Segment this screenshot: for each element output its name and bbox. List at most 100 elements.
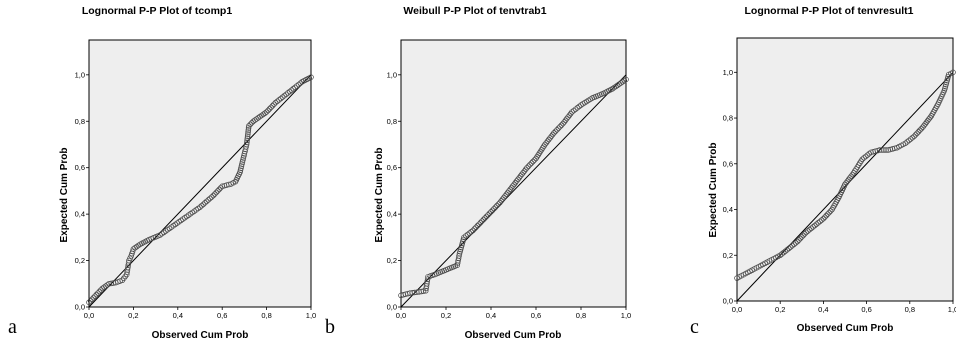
data-point [213, 189, 220, 196]
data-point [285, 90, 291, 96]
data-point [522, 166, 529, 173]
data-point [207, 195, 213, 202]
panel-b-plot-area [400, 39, 627, 308]
x-tick-label: 0,6 [861, 305, 871, 314]
x-tick-label: 0,4 [173, 311, 183, 320]
data-point [525, 163, 532, 169]
data-point [249, 120, 255, 126]
y-tick-label: 1,0 [387, 70, 397, 79]
data-point [279, 94, 286, 100]
data-point [237, 167, 244, 174]
data-point [878, 147, 885, 153]
data-point [89, 296, 95, 303]
panel-b-points [398, 76, 629, 299]
data-point [812, 222, 818, 229]
data-point [86, 299, 92, 306]
data-point [623, 76, 629, 83]
y-tick-label: 1,0 [75, 70, 85, 79]
data-point [461, 234, 467, 241]
data-point [902, 140, 909, 146]
data-point [464, 231, 471, 238]
data-point [240, 155, 247, 161]
data-point [245, 129, 251, 135]
data-point [817, 218, 823, 225]
y-tick-label: 0,6 [723, 159, 733, 168]
panel-b: Weibull P-P Plot of tenvtrab1 Observed C… [325, 5, 631, 341]
data-point [803, 229, 809, 236]
x-tick-label: 0,6 [531, 311, 541, 320]
panel-b-ylabel: Expected Cum Prob [374, 147, 385, 242]
data-point [791, 241, 797, 248]
x-tick-label: 1,0 [948, 305, 956, 314]
data-point [263, 109, 270, 115]
data-point [473, 224, 479, 231]
panel-c: Lognormal P-P Plot of tenvresult1 Observ… [690, 5, 956, 338]
data-point [549, 131, 556, 138]
data-point [245, 131, 251, 137]
data-point [805, 228, 811, 234]
data-point [820, 215, 827, 222]
data-point [784, 247, 790, 253]
panel-c-ylabel: Expected Cum Prob [708, 142, 719, 237]
data-point [216, 186, 222, 193]
data-point [576, 103, 582, 110]
panel-a-ylabel: Expected Cum Prob [59, 147, 70, 242]
data-point [208, 194, 215, 200]
y-tick-label: 0,4 [723, 205, 733, 214]
data-point [244, 133, 251, 139]
data-point [524, 164, 530, 171]
data-point [822, 214, 828, 220]
data-point [468, 229, 474, 235]
data-point [874, 147, 881, 154]
data-point [826, 209, 832, 216]
panel-c-points [734, 69, 956, 281]
data-point [806, 226, 813, 233]
panel-b-letter: b [325, 316, 335, 338]
data-point [245, 127, 252, 133]
panel-b-xlabel: Observed Cum Prob [465, 330, 562, 341]
data-point [268, 104, 274, 111]
panel-c-title: Lognormal P-P Plot of tenvresult1 [745, 5, 914, 17]
data-point [474, 222, 481, 229]
panel-a-plot-area [88, 39, 312, 308]
data-point [552, 128, 559, 135]
data-point [244, 137, 250, 144]
data-point [288, 87, 295, 93]
panel-a-title: Lognormal P-P Plot of tcomp1 [82, 5, 232, 17]
data-point [237, 169, 243, 176]
data-point [92, 293, 98, 299]
y-tick-label: 0,6 [387, 163, 397, 172]
data-point [247, 121, 254, 128]
data-point [780, 249, 787, 256]
data-point [283, 91, 289, 98]
data-point [815, 220, 821, 226]
data-point [786, 245, 792, 252]
data-point [950, 69, 956, 76]
y-tick-label: 0,0 [387, 303, 397, 312]
x-tick-label: 0,2 [775, 305, 785, 314]
data-point [238, 163, 245, 169]
data-point [495, 201, 502, 207]
data-point [240, 157, 246, 163]
data-point [801, 231, 808, 237]
panel-a-letter: a [8, 316, 17, 338]
data-point [558, 122, 565, 128]
data-point [808, 225, 815, 232]
data-point [823, 212, 830, 219]
x-tick-label: 0,8 [576, 311, 586, 320]
data-point [574, 105, 581, 111]
data-point [551, 130, 557, 136]
data-point [528, 160, 535, 166]
data-point [246, 123, 252, 129]
data-point [557, 123, 563, 130]
data-point [486, 210, 493, 217]
data-point [294, 83, 300, 89]
y-tick-label: 0,8 [723, 114, 733, 123]
data-point [571, 107, 577, 114]
x-tick-label: 0,8 [905, 305, 915, 314]
y-tick-label: 0,0 [723, 297, 733, 306]
data-point [93, 291, 100, 298]
data-point [572, 106, 579, 112]
x-tick-label: 0,0 [84, 311, 94, 320]
data-point [205, 197, 212, 203]
